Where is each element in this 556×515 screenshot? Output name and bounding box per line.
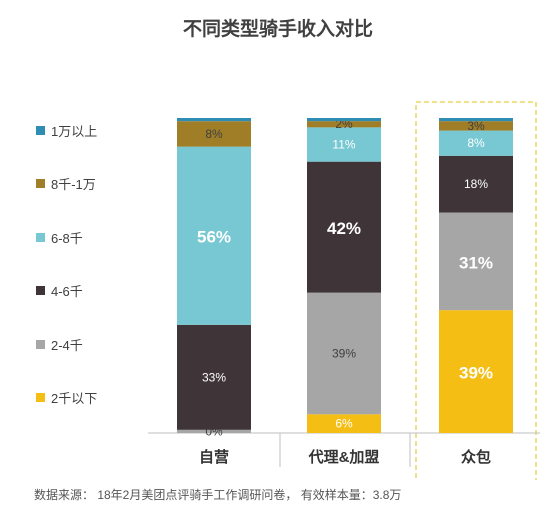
legend-swatch	[36, 393, 45, 402]
chart-title: 不同类型骑手收入对比	[182, 19, 373, 40]
bar-segment	[177, 324, 251, 430]
bar-segment	[439, 310, 513, 433]
bar-segment	[307, 161, 381, 293]
legend-swatch	[36, 125, 45, 135]
bar-segment	[307, 414, 381, 433]
data-label: 8%	[467, 136, 485, 150]
bar-segment	[439, 118, 513, 122]
bar-segment	[307, 127, 381, 162]
data-label: 11%	[332, 138, 355, 152]
legend: 1万以上 8千-1万 6-8千 4-6千 2-4千 2千以下	[36, 122, 156, 412]
bar-segment	[177, 429, 251, 433]
legend-item: 8千-1万	[36, 176, 96, 192]
data-label: 39%	[332, 346, 356, 360]
data-label: 6%	[335, 417, 353, 431]
legend-swatch	[36, 179, 45, 188]
data-label: 56%	[197, 228, 231, 247]
legend-label: 6-8千	[51, 230, 83, 246]
legend-label: 4-6千	[51, 284, 83, 299]
legend-item: 4-6千	[36, 283, 83, 299]
legend-item: 6-8千	[36, 229, 83, 246]
bar-segment	[439, 155, 513, 213]
highlight-box	[415, 101, 537, 480]
data-label: 39%	[459, 364, 493, 383]
legend-swatch	[36, 339, 45, 349]
data-label: 18%	[464, 177, 488, 191]
legend-label: 2-4千	[51, 337, 83, 353]
source-note: 数据来源： 18年2月美团点评骑手工作调研问卷， 有效样本量：3.8万	[34, 488, 402, 502]
data-label: 42%	[327, 219, 361, 238]
bar-segment	[439, 130, 513, 156]
legend-label: 8千-1万	[51, 177, 96, 192]
category-label: 自营	[199, 448, 229, 466]
legend-item: 1万以上	[36, 122, 98, 139]
data-label: 8%	[205, 127, 223, 141]
bar-segment	[439, 212, 513, 311]
bar-segment	[177, 146, 251, 325]
legend-item: 2千以下	[36, 390, 97, 406]
legend-swatch	[36, 286, 45, 295]
legend-swatch	[36, 232, 45, 242]
stacked-bar-chart: 0%33%56%8%自营6%39%42%11%2%代理&加盟39%31%18%8…	[148, 101, 540, 480]
bar-segment	[307, 118, 381, 122]
bar-segment	[307, 121, 381, 128]
legend-item: 2-4千	[36, 336, 83, 353]
bar-segment	[439, 121, 513, 131]
category-label: 众包	[461, 448, 491, 466]
bar-segment	[177, 118, 251, 122]
data-label: 33%	[202, 370, 226, 384]
bar-segment	[307, 292, 381, 415]
data-label: 31%	[459, 253, 493, 272]
legend-label: 2千以下	[51, 391, 98, 406]
category-label: 代理&加盟	[308, 448, 380, 466]
data-label: 3%	[467, 119, 485, 133]
bar-segment	[177, 121, 251, 147]
legend-label: 1万以上	[51, 123, 98, 139]
